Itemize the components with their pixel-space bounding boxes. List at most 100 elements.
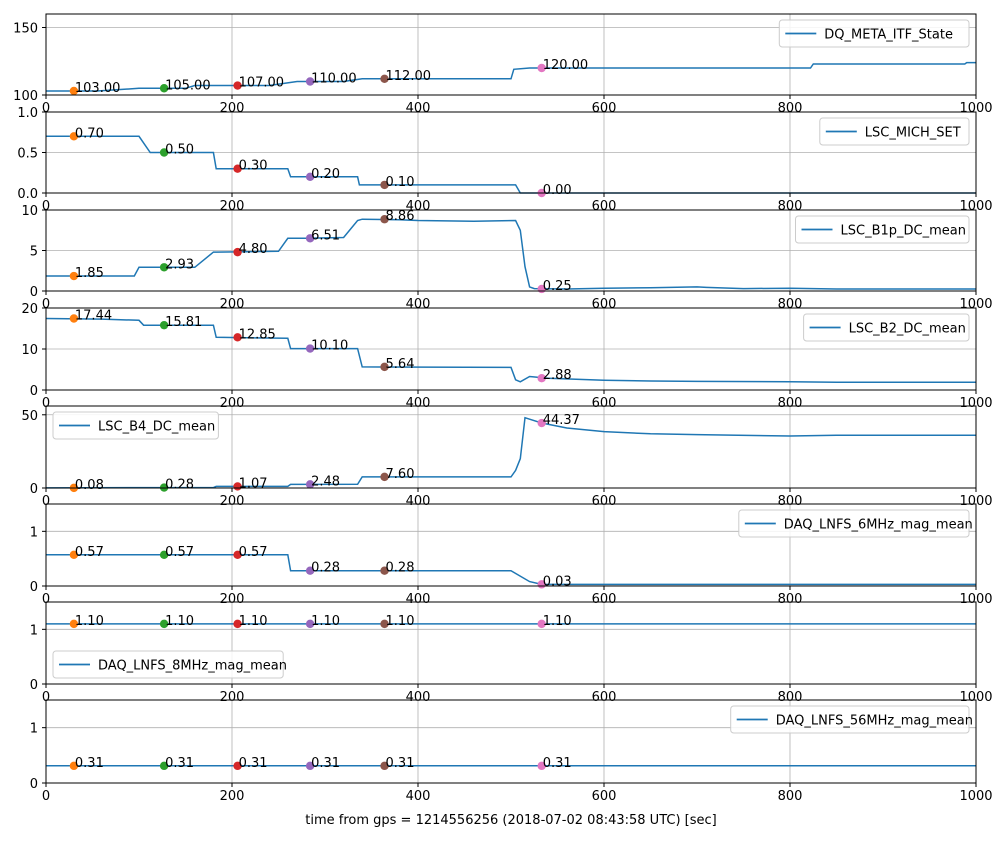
x-tick-label: 400 [406, 494, 431, 509]
x-tick-label: 400 [406, 690, 431, 705]
data-point-label: 5.64 [386, 357, 415, 372]
data-point-label: 17.44 [75, 308, 112, 323]
legend-label: LSC_B1p_DC_mean [841, 224, 966, 239]
legend-label: DAQ_LNFS_8MHz_mag_mean [98, 659, 287, 674]
data-point-marker [233, 164, 242, 173]
data-point-marker [305, 566, 315, 575]
data-point-marker [537, 619, 546, 629]
x-tick-label: 0 [42, 494, 50, 509]
data-point-marker [305, 344, 315, 353]
panel-6: 0.57 0.57 0.57 0.28 0.28 0.03 0 200 400 600 800 100… [30, 503, 993, 607]
data-point-label: 0.50 [165, 143, 194, 158]
data-point-label: 0.57 [165, 545, 194, 560]
y-tick-label: 0 [30, 285, 38, 300]
data-point-label: 0.31 [311, 756, 340, 771]
data-point-label: 0.31 [543, 756, 572, 771]
x-tick-label: 600 [592, 396, 617, 411]
data-point-marker [69, 619, 79, 629]
x-tick-label: 200 [220, 396, 245, 411]
x-tick-label: 400 [406, 396, 431, 411]
x-tick-label: 0 [42, 101, 50, 116]
data-point-marker [69, 761, 79, 771]
data-point-label: 1.07 [239, 476, 268, 491]
panel-8: 0.31 0.31 0.31 0.31 0.31 0.31 0 200 400 600 800 100… [30, 699, 993, 804]
data-point-marker [537, 373, 546, 383]
data-point-label: 0.28 [165, 478, 194, 493]
data-point-label: 103.00 [75, 81, 121, 96]
data-point-label: 1.10 [386, 614, 415, 629]
data-point-marker [537, 761, 546, 771]
data-point-marker [69, 132, 79, 141]
y-tick-label: 1 [30, 525, 38, 540]
data-point-label: 0.31 [239, 756, 268, 771]
data-point-label: 0.08 [75, 478, 104, 493]
data-point-label: 107.00 [239, 76, 285, 91]
series-line [46, 61, 976, 92]
x-tick-label: 0 [42, 297, 50, 312]
y-tick-label: 50 [21, 409, 38, 424]
x-tick-label: 600 [592, 690, 617, 705]
data-point-label: 0.10 [386, 175, 415, 190]
legend-box [52, 411, 219, 440]
y-tick-label: 0 [30, 777, 38, 792]
axes-frame [45, 405, 977, 489]
y-tick-label: 10 [21, 204, 38, 219]
data-point-label: 10.10 [311, 339, 348, 354]
x-tick-label: 800 [778, 396, 803, 411]
data-point-label: 1.10 [543, 614, 572, 629]
data-point-marker [159, 84, 169, 93]
data-point-label: 0.03 [543, 574, 572, 589]
data-point-marker [233, 482, 242, 491]
data-point-marker [233, 619, 242, 629]
data-point-marker [69, 550, 79, 560]
y-tick-label: 150 [13, 22, 38, 37]
data-point-label: 15.81 [165, 315, 202, 330]
series-line [46, 218, 976, 290]
legend: LSC_B2_DC_mean [803, 313, 970, 342]
x-axis-label: time from gps = 1214556256 (2018-07-02 0… [305, 813, 716, 828]
data-point-label: 0.25 [543, 279, 572, 294]
legend-label: DAQ_LNFS_6MHz_mag_mean [784, 518, 973, 533]
data-point-marker [305, 480, 315, 489]
axes-frame [45, 699, 977, 784]
x-tick-label: 200 [220, 494, 245, 509]
legend-label: DAQ_LNFS_56MHz_mag_mean [776, 714, 973, 729]
legend: DQ_META_ITF_State [778, 19, 970, 48]
y-tick-label: 5 [30, 245, 38, 260]
y-tick-label: 1 [30, 623, 38, 638]
x-tick-label: 400 [406, 592, 431, 607]
data-point-label: 0.30 [239, 159, 268, 174]
data-point-marker [159, 550, 169, 560]
data-point-label: 2.93 [165, 257, 194, 272]
legend-box [738, 509, 970, 538]
data-point-label: 1.10 [165, 614, 194, 629]
data-point-marker [159, 761, 169, 771]
data-point-label: 0.28 [386, 561, 415, 576]
data-point-label: 0.70 [75, 126, 104, 141]
axes-frame [45, 13, 977, 96]
data-point-marker [159, 320, 169, 330]
x-tick-label: 1000 [959, 690, 992, 705]
data-point-marker [159, 619, 169, 629]
y-tick-label: 1 [30, 722, 38, 737]
data-point-marker [305, 234, 315, 243]
data-point-marker [380, 180, 389, 190]
x-tick-label: 600 [592, 494, 617, 509]
y-tick-label: 20 [21, 302, 38, 317]
x-tick-label: 0 [42, 396, 50, 411]
data-point-label: 8.86 [386, 209, 415, 224]
data-point-label: 0.57 [239, 545, 268, 560]
data-point-marker [380, 566, 389, 575]
axes-frame [45, 503, 977, 587]
x-tick-label: 400 [406, 789, 431, 804]
axes-frame [45, 601, 977, 685]
legend: LSC_MICH_SET [819, 117, 970, 146]
data-point-marker [233, 550, 242, 560]
x-tick-label: 0 [42, 592, 50, 607]
data-point-label: 2.88 [543, 368, 572, 383]
x-tick-label: 600 [592, 592, 617, 607]
legend-label: LSC_B2_DC_mean [849, 322, 966, 337]
data-point-marker [305, 172, 315, 181]
